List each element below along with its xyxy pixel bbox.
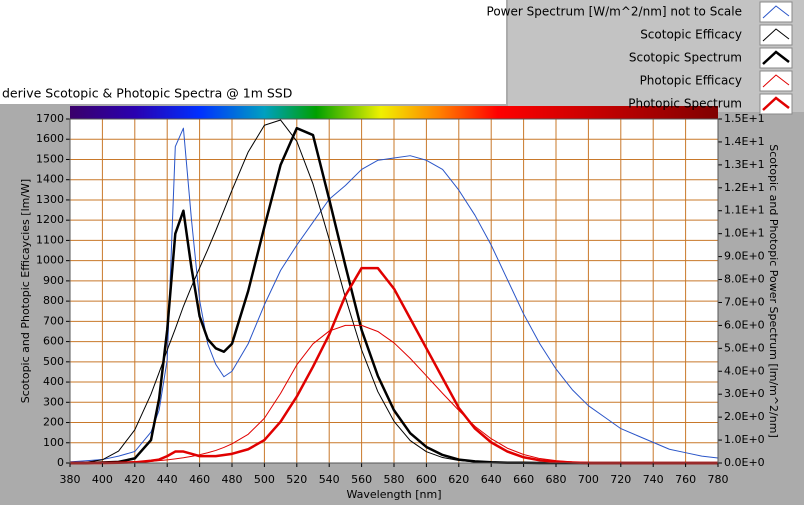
y2-tick-label: 4.0E+0 [724,364,765,377]
x-tick-label: 740 [643,473,664,486]
y-tick-label: 1600 [36,132,64,145]
x-tick-label: 700 [578,473,599,486]
x-tick-label: 620 [448,473,469,486]
x-tick-label: 580 [384,473,405,486]
x-tick-label: 680 [546,473,567,486]
legend-label: Photopic Spectrum [628,97,742,111]
plot-border [69,118,719,464]
x-tick-label: 600 [416,473,437,486]
x-tick-label: 520 [286,473,307,486]
y2-tick-label: 1.3E+1 [724,158,765,171]
y-tick-label: 1500 [36,152,64,165]
y-tick-label: 1300 [36,193,64,206]
x-tick-label: 540 [319,473,340,486]
legend-swatch-box [759,1,793,23]
y2-tick-label: 8.0E+0 [724,273,765,286]
y-tick-label: 800 [43,294,64,307]
x-tick-label: 500 [254,473,275,486]
y2-tick-label: 1.0E+1 [724,227,765,240]
x-tick-label: 440 [157,473,178,486]
y2-tick-label: 1.4E+1 [724,135,765,148]
x-tick-label: 660 [513,473,534,486]
legend-swatch [762,5,790,19]
y-tick-label: 1200 [36,213,64,226]
y-tick-label: 300 [43,395,64,408]
y2-tick-label: 9.0E+0 [724,250,765,263]
legend-swatch-box [759,93,793,115]
y-tick-label: 200 [43,416,64,429]
y2-tick-label: 1.2E+1 [724,181,765,194]
y-tick-label: 900 [43,274,64,287]
y2-tick-label: 1.5E+1 [724,112,765,125]
x-tick-label: 780 [708,473,729,486]
series-line [69,127,719,463]
legend-swatch [762,50,790,65]
y-tick-label: 0 [57,456,64,469]
x-tick-label: 460 [189,473,210,486]
axes: 380 400 420 440 460 480 500 520 540 560 580 600 620 6… [36,112,765,486]
y-tick-label: 700 [43,314,64,327]
legend-label: Scotopic Efficacy [640,28,742,42]
legend-swatch-box [759,70,793,92]
y2-tick-label: 2.0E+0 [724,410,765,423]
x-tick-label: 760 [675,473,696,486]
y-tick-label: 1100 [36,233,64,246]
y-tick-label: 500 [43,355,64,368]
legend: Power Spectrum [W/m^2/nm] not to Scale Sc… [487,1,793,115]
y2-tick-label: 1.0E+0 [724,433,765,446]
legend-label: Photopic Efficacy [640,74,742,88]
y-tick-label: 1400 [36,173,64,186]
x-axis-label: Wavelength [nm] [346,488,441,501]
y2-axis-label: Scotopic and Photopic Power Spectrum [lm… [767,144,780,437]
y-axis-label: Scotopic and Photopic Efficaycies [lm/W] [19,179,32,403]
x-tick-label: 640 [481,473,502,486]
y2-tick-label: 1.1E+1 [724,204,765,217]
y2-tick-label: 3.0E+0 [724,387,765,400]
x-tick-label: 720 [610,473,631,486]
spectrum-ramp [70,106,718,119]
legend-swatch [762,28,790,42]
x-tick-label: 480 [222,473,243,486]
legend-swatch [762,96,790,111]
y-tick-label: 1700 [36,112,64,125]
legend-area [508,0,804,112]
legend-swatch [762,74,790,88]
x-tick-label: 560 [351,473,372,486]
y2-tick-label: 6.0E+0 [724,318,765,331]
chart-title: derive Scotopic & Photopic Spectra @ 1m … [2,86,292,101]
y2-tick-label: 0.0E+0 [724,456,765,469]
y-tick-label: 100 [43,436,64,449]
legend-label: Power Spectrum [W/m^2/nm] not to Scale [487,5,742,19]
title-area [0,0,506,104]
y-tick-label: 600 [43,335,64,348]
y-tick-label: 400 [43,375,64,388]
y-tick-label: 1000 [36,254,64,267]
x-tick-label: 380 [60,473,81,486]
legend-swatch-box [759,24,793,46]
legend-swatch-box [759,47,793,69]
legend-label: Scotopic Spectrum [629,51,742,65]
y2-tick-label: 7.0E+0 [724,295,765,308]
x-tick-label: 400 [92,473,113,486]
x-tick-label: 420 [124,473,145,486]
y2-tick-label: 5.0E+0 [724,341,765,354]
